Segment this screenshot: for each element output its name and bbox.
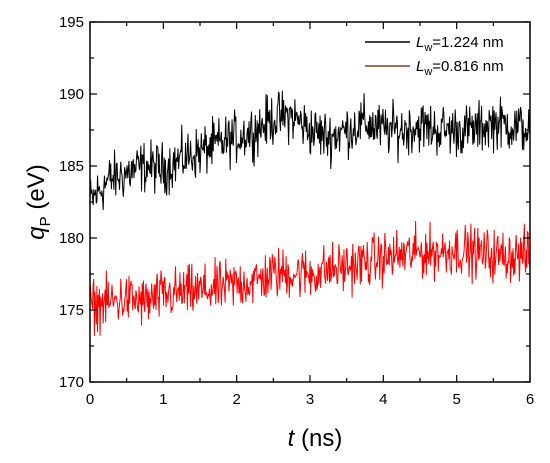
legend-label-2: Lw=0.816 nm	[416, 58, 504, 78]
x-tick-label: 1	[159, 391, 167, 408]
y-tick-label: 195	[59, 14, 84, 31]
x-tick-label: 5	[452, 391, 460, 408]
series-layer	[89, 90, 531, 336]
x-tick-label: 4	[379, 391, 387, 408]
series-line-2	[89, 220, 531, 336]
x-axis-title: t (ns)	[288, 425, 343, 452]
y-tick-label: 190	[59, 86, 84, 103]
x-tick-label: 0	[86, 391, 94, 408]
y-tick-label: 170	[59, 374, 84, 391]
x-tick-label: 6	[526, 391, 534, 408]
y-tick-label: 185	[59, 158, 84, 175]
ticks-layer: 0 1 2 3 4 5 6 170 175 180 185 190 195	[59, 14, 534, 408]
y-tick-label: 175	[59, 302, 84, 319]
y-tick-label: 180	[59, 230, 84, 247]
x-tick-label: 3	[306, 391, 314, 408]
x-tick-label: 2	[232, 391, 240, 408]
plot-frame	[89, 21, 531, 383]
series-line-1	[89, 90, 531, 210]
legend: Lw=1.224 nm Lw=0.816 nm	[365, 34, 504, 78]
y-axis-title: qP (eV)	[23, 164, 54, 239]
legend-label-1: Lw=1.224 nm	[416, 34, 504, 54]
